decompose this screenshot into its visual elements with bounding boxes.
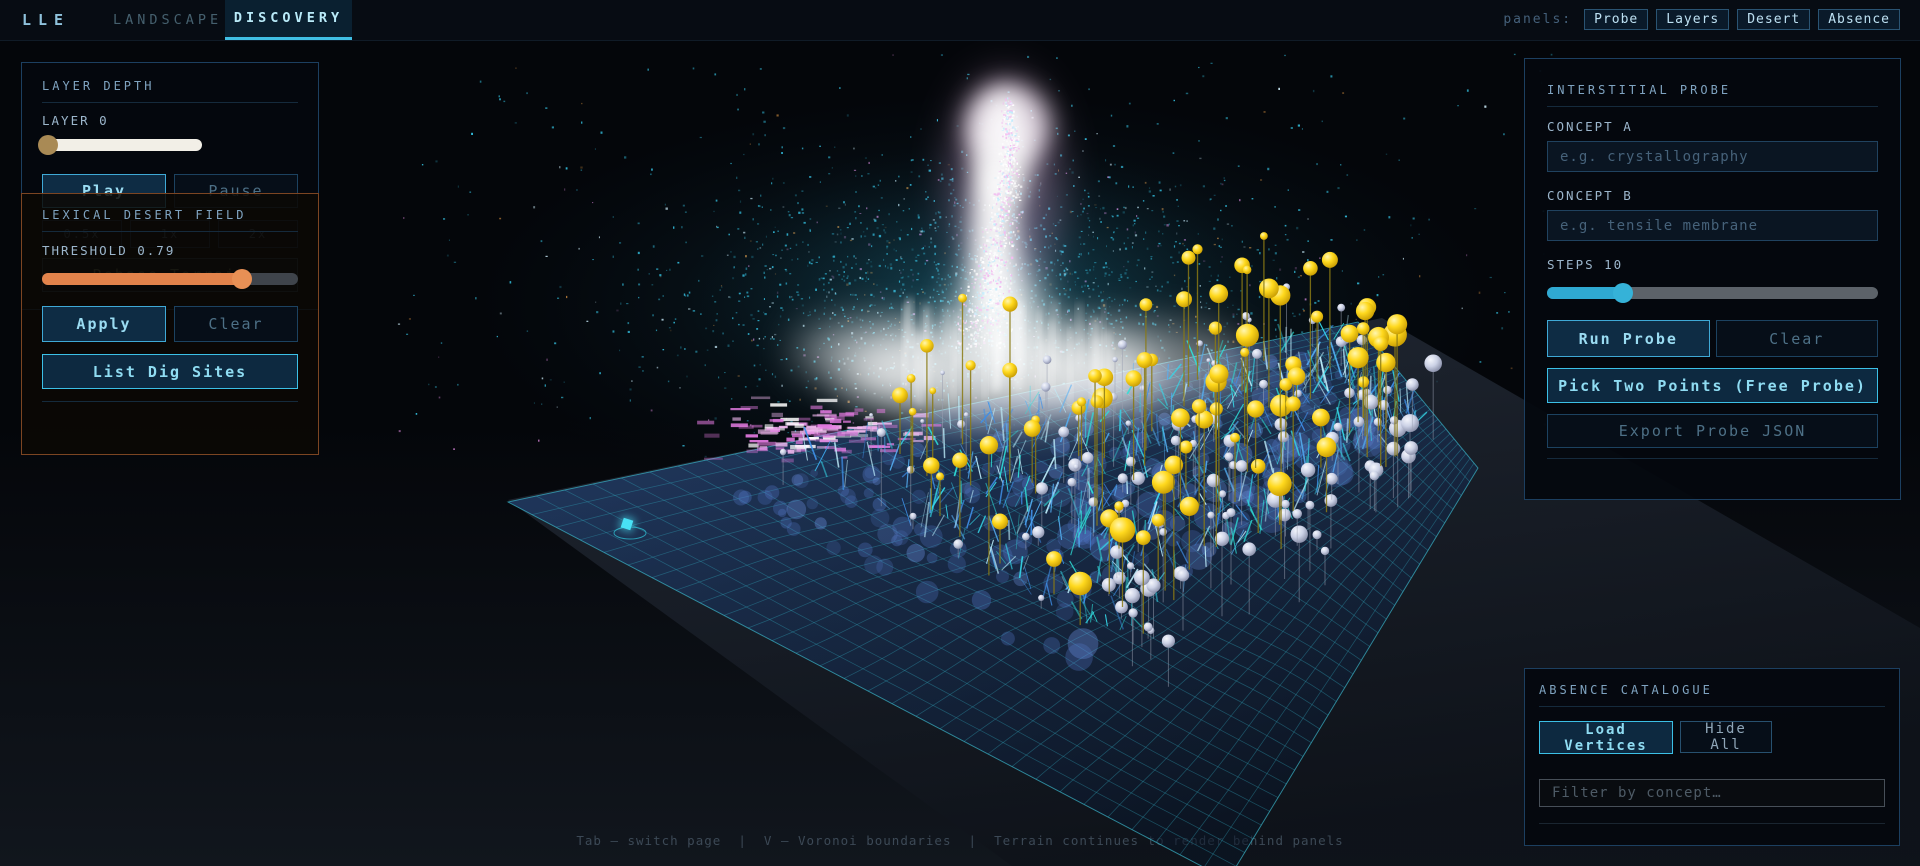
desert-title: LEXICAL DESERT FIELD	[42, 208, 247, 222]
divider	[1547, 458, 1878, 459]
interstitial-probe-panel: INTERSTITIAL PROBE CONCEPT A CONCEPT B S…	[1524, 58, 1901, 500]
app-logo: LLE	[22, 11, 71, 29]
desert-clear-button[interactable]: Clear	[174, 306, 298, 342]
load-vertices-button[interactable]: Load Vertices	[1539, 721, 1673, 754]
threshold-label: THRESHOLD 0.79	[42, 243, 176, 258]
divider	[42, 231, 298, 232]
pick-two-points-button[interactable]: Pick Two Points (Free Probe)	[1547, 368, 1878, 403]
toggle-layers-button[interactable]: Layers	[1656, 9, 1730, 30]
layer-value-label: LAYER 0	[42, 113, 109, 128]
toggle-desert-button[interactable]: Desert	[1737, 9, 1811, 30]
slider-fill	[42, 273, 242, 285]
concept-a-label: CONCEPT A	[1547, 119, 1633, 134]
divider	[42, 401, 298, 402]
apply-button[interactable]: Apply	[42, 306, 166, 342]
slider-fill	[1547, 287, 1624, 299]
concept-b-input[interactable]	[1547, 210, 1878, 241]
navbar: LLE LANDSCAPE DISCOVERY panels: Probe La…	[0, 0, 1920, 41]
tab-discovery[interactable]: DISCOVERY	[225, 0, 352, 40]
tab-landscape[interactable]: LANDSCAPE	[113, 12, 223, 28]
absence-title: ABSENCE CATALOGUE	[1539, 683, 1713, 697]
panel-toggles: panels: Probe Layers Desert Absence	[1503, 9, 1900, 30]
layer-depth-title: LAYER DEPTH	[42, 79, 155, 93]
hide-all-button[interactable]: Hide All	[1680, 721, 1772, 753]
absence-catalogue-panel: ABSENCE CATALOGUE Load Vertices Hide All	[1524, 668, 1900, 846]
threshold-slider[interactable]	[42, 269, 298, 289]
steps-slider[interactable]	[1547, 283, 1878, 303]
lexical-desert-panel: LEXICAL DESERT FIELD THRESHOLD 0.79 Appl…	[21, 193, 319, 455]
filter-concept-input[interactable]	[1539, 779, 1885, 807]
panels-label: panels:	[1503, 12, 1573, 27]
divider	[42, 102, 298, 103]
divider	[1539, 823, 1885, 824]
slider-track[interactable]	[42, 139, 202, 151]
divider	[1539, 706, 1885, 707]
slider-thumb[interactable]	[231, 269, 252, 289]
toggle-absence-button[interactable]: Absence	[1818, 9, 1900, 30]
export-probe-json-button[interactable]: Export Probe JSON	[1547, 414, 1878, 448]
concept-a-input[interactable]	[1547, 141, 1878, 172]
concept-b-label: CONCEPT B	[1547, 188, 1633, 203]
list-dig-sites-button[interactable]: List Dig Sites	[42, 354, 298, 389]
toggle-probe-button[interactable]: Probe	[1584, 9, 1649, 30]
probe-title: INTERSTITIAL PROBE	[1547, 83, 1732, 97]
slider-thumb[interactable]	[38, 135, 59, 155]
divider	[1547, 106, 1878, 107]
probe-clear-button[interactable]: Clear	[1715, 320, 1878, 357]
steps-label: STEPS 10	[1547, 257, 1624, 272]
layer-depth-slider[interactable]	[38, 135, 202, 155]
run-probe-button[interactable]: Run Probe	[1547, 320, 1710, 357]
slider-thumb[interactable]	[1613, 283, 1634, 303]
